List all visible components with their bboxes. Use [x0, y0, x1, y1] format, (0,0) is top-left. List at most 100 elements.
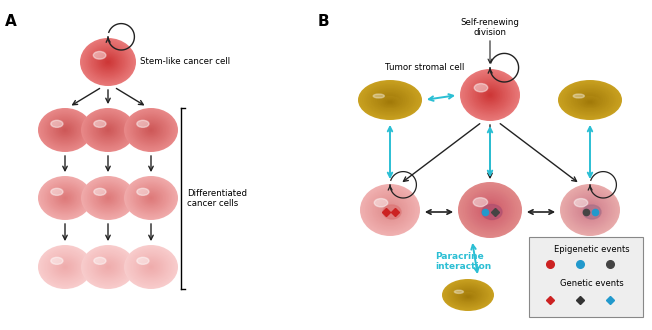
Ellipse shape — [133, 252, 169, 282]
Ellipse shape — [50, 186, 80, 210]
Ellipse shape — [93, 255, 123, 279]
Ellipse shape — [469, 191, 511, 229]
Ellipse shape — [91, 253, 125, 280]
Ellipse shape — [366, 190, 413, 230]
Ellipse shape — [62, 265, 68, 269]
Ellipse shape — [375, 91, 405, 109]
Ellipse shape — [575, 91, 605, 109]
Ellipse shape — [61, 194, 70, 202]
Ellipse shape — [97, 53, 119, 71]
Ellipse shape — [41, 111, 89, 149]
Ellipse shape — [149, 129, 153, 131]
Ellipse shape — [136, 186, 166, 210]
Ellipse shape — [100, 261, 115, 273]
Ellipse shape — [127, 179, 175, 217]
Ellipse shape — [53, 257, 77, 277]
Ellipse shape — [124, 176, 178, 220]
Ellipse shape — [582, 95, 599, 105]
Ellipse shape — [57, 192, 72, 204]
Ellipse shape — [466, 295, 471, 298]
Ellipse shape — [44, 181, 86, 215]
Ellipse shape — [371, 88, 409, 112]
Ellipse shape — [363, 83, 418, 117]
Ellipse shape — [584, 98, 597, 106]
Ellipse shape — [104, 126, 113, 134]
Ellipse shape — [378, 200, 402, 220]
Ellipse shape — [106, 266, 110, 268]
Ellipse shape — [52, 187, 78, 209]
Text: Self-renewing
division: Self-renewing division — [460, 18, 520, 37]
Ellipse shape — [374, 199, 388, 207]
Ellipse shape — [128, 249, 173, 285]
Ellipse shape — [588, 99, 592, 101]
Ellipse shape — [61, 263, 70, 271]
Ellipse shape — [580, 97, 600, 107]
Ellipse shape — [90, 252, 126, 282]
Ellipse shape — [561, 185, 618, 235]
Ellipse shape — [464, 293, 471, 297]
Ellipse shape — [360, 81, 420, 119]
Ellipse shape — [62, 128, 68, 132]
Ellipse shape — [55, 121, 76, 139]
Ellipse shape — [95, 119, 121, 141]
Ellipse shape — [481, 202, 499, 218]
Ellipse shape — [87, 113, 129, 147]
Ellipse shape — [383, 205, 401, 219]
Ellipse shape — [53, 188, 77, 208]
Ellipse shape — [138, 187, 164, 209]
Ellipse shape — [385, 100, 394, 104]
Ellipse shape — [477, 83, 503, 107]
Ellipse shape — [372, 194, 408, 226]
Ellipse shape — [147, 194, 155, 202]
Ellipse shape — [388, 99, 392, 101]
Ellipse shape — [138, 119, 164, 141]
Ellipse shape — [94, 120, 106, 127]
Ellipse shape — [102, 193, 114, 203]
Ellipse shape — [94, 188, 106, 195]
Ellipse shape — [38, 245, 92, 289]
Ellipse shape — [140, 189, 162, 207]
Ellipse shape — [483, 204, 497, 216]
Ellipse shape — [477, 199, 503, 221]
Ellipse shape — [386, 97, 394, 103]
Ellipse shape — [96, 120, 120, 140]
Ellipse shape — [42, 180, 87, 216]
Ellipse shape — [63, 197, 67, 199]
Ellipse shape — [482, 88, 498, 102]
Ellipse shape — [84, 111, 132, 149]
Ellipse shape — [569, 87, 612, 113]
Ellipse shape — [580, 201, 600, 219]
Ellipse shape — [53, 120, 77, 140]
Ellipse shape — [46, 114, 85, 146]
Ellipse shape — [565, 188, 615, 232]
Ellipse shape — [479, 85, 501, 105]
Ellipse shape — [463, 292, 473, 298]
Ellipse shape — [379, 96, 401, 108]
Ellipse shape — [42, 112, 87, 148]
Ellipse shape — [148, 196, 154, 200]
Ellipse shape — [373, 94, 385, 98]
Ellipse shape — [464, 187, 516, 233]
Ellipse shape — [44, 250, 86, 284]
Ellipse shape — [565, 84, 615, 116]
Ellipse shape — [575, 197, 605, 223]
Ellipse shape — [98, 258, 119, 276]
Ellipse shape — [381, 97, 399, 107]
Ellipse shape — [63, 266, 67, 268]
Ellipse shape — [51, 120, 63, 127]
Ellipse shape — [360, 184, 420, 236]
Ellipse shape — [379, 93, 401, 107]
Ellipse shape — [128, 112, 173, 148]
Ellipse shape — [582, 98, 598, 106]
Ellipse shape — [48, 253, 82, 280]
Ellipse shape — [81, 108, 135, 152]
Ellipse shape — [56, 191, 74, 205]
Ellipse shape — [373, 89, 407, 111]
Ellipse shape — [584, 204, 597, 216]
Ellipse shape — [149, 266, 153, 268]
Ellipse shape — [464, 72, 516, 118]
Ellipse shape — [462, 70, 518, 119]
Ellipse shape — [137, 120, 149, 127]
Ellipse shape — [132, 182, 171, 214]
Ellipse shape — [488, 94, 492, 96]
